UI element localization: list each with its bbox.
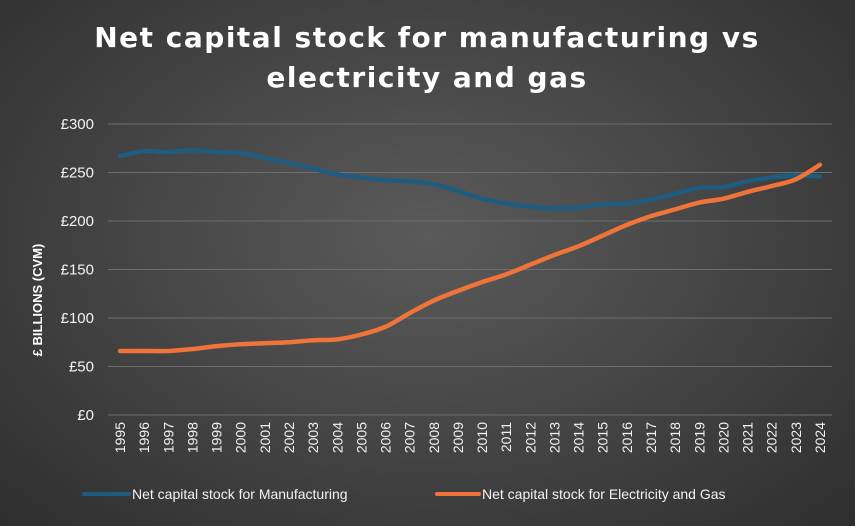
x-tick-label: 2016 [619, 422, 635, 453]
x-tick-label: 2008 [426, 422, 442, 453]
x-tick-label: 2019 [691, 422, 707, 453]
x-axis-ticks: 1995 1996 1997 1998 1999 2000 2001 2002 2003 2004… [112, 422, 828, 453]
x-tick-label: 2023 [788, 422, 804, 453]
gridlines [108, 123, 832, 416]
x-tick-label: 2014 [571, 422, 587, 453]
legend: Net capital stock for Manufacturing Net … [82, 486, 726, 502]
x-tick-label: 2005 [353, 422, 369, 453]
series-line-manufacturing [117, 147, 823, 211]
x-tick-label: 2017 [643, 422, 659, 453]
x-tick-label: 2021 [740, 422, 756, 453]
x-tick-label: 1995 [112, 422, 128, 453]
y-axis-ticks: £0 £50 £100 £150 £200 £250 £300 [61, 116, 94, 424]
x-tick-label: 2006 [378, 422, 394, 453]
y-tick-label: £0 [77, 407, 94, 424]
x-tick-label: 2022 [764, 422, 780, 453]
x-tick-label: 2024 [812, 422, 828, 453]
x-tick-label: 2020 [715, 422, 731, 453]
y-tick-label: £50 [69, 359, 94, 376]
y-tick-label: £250 [61, 165, 94, 182]
series-lines [117, 147, 823, 354]
x-tick-label: 1996 [136, 422, 152, 453]
x-tick-label: 2002 [281, 422, 297, 453]
x-tick-label: 2007 [402, 422, 418, 453]
chart-title-line-1: Net capital stock for manufacturing vs [94, 21, 760, 54]
x-tick-label: 2015 [595, 422, 611, 453]
y-tick-label: £200 [61, 213, 94, 230]
legend-item-manufacturing: Net capital stock for Manufacturing [82, 486, 348, 502]
x-tick-label: 2009 [450, 422, 466, 453]
y-tick-label: £100 [61, 310, 94, 327]
x-tick-label: 1999 [209, 422, 225, 453]
x-tick-label: 2001 [257, 422, 273, 453]
x-tick-label: 2003 [305, 422, 321, 453]
x-tick-label: 1997 [160, 422, 176, 453]
legend-label-electricity-gas: Net capital stock for Electricity and Ga… [482, 486, 726, 502]
x-tick-label: 2018 [667, 422, 683, 453]
series-line-electricity-gas [117, 162, 823, 354]
x-tick-label: 2011 [498, 422, 514, 452]
x-tick-label: 2012 [522, 422, 538, 453]
x-tick-label: 2004 [329, 422, 345, 453]
y-axis-label: £ BILLIONS (CVM) [30, 244, 45, 357]
x-tick-label: 2010 [474, 422, 490, 453]
y-tick-label: £300 [61, 116, 94, 133]
chart-title-line-2: electricity and gas [266, 61, 587, 94]
legend-label-manufacturing: Net capital stock for Manufacturing [132, 486, 348, 502]
x-tick-label: 2000 [233, 422, 249, 453]
x-tick-label: 2013 [546, 422, 562, 453]
legend-item-electricity-gas: Net capital stock for Electricity and Ga… [435, 486, 726, 502]
y-tick-label: £150 [61, 262, 94, 279]
x-tick-label: 1998 [184, 422, 200, 453]
